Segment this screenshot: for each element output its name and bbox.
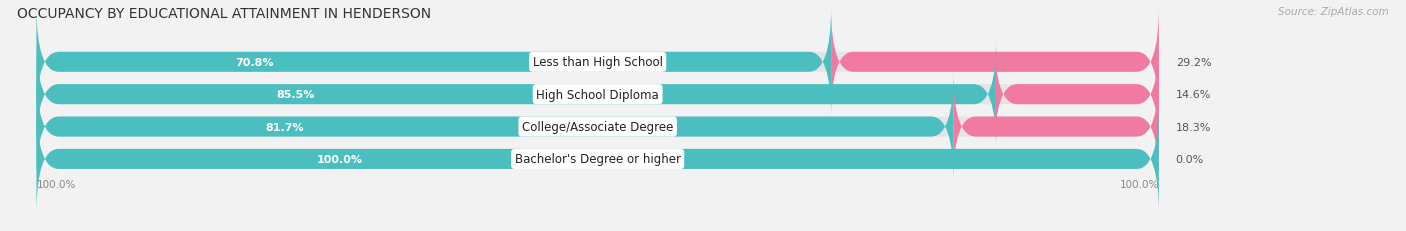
FancyBboxPatch shape <box>37 8 1159 117</box>
Text: College/Associate Degree: College/Associate Degree <box>522 121 673 134</box>
FancyBboxPatch shape <box>995 40 1159 149</box>
Text: OCCUPANCY BY EDUCATIONAL ATTAINMENT IN HENDERSON: OCCUPANCY BY EDUCATIONAL ATTAINMENT IN H… <box>17 7 432 21</box>
Text: 85.5%: 85.5% <box>277 90 315 100</box>
FancyBboxPatch shape <box>831 8 1159 117</box>
Text: Bachelor's Degree or higher: Bachelor's Degree or higher <box>515 153 681 166</box>
Text: Source: ZipAtlas.com: Source: ZipAtlas.com <box>1278 7 1389 17</box>
Text: 0.0%: 0.0% <box>1175 154 1204 164</box>
FancyBboxPatch shape <box>37 40 1159 149</box>
Text: 100.0%: 100.0% <box>1119 179 1159 189</box>
FancyBboxPatch shape <box>37 40 995 149</box>
Text: 100.0%: 100.0% <box>318 154 363 164</box>
Text: 100.0%: 100.0% <box>37 179 76 189</box>
FancyBboxPatch shape <box>37 73 1159 182</box>
Text: High School Diploma: High School Diploma <box>536 88 659 101</box>
Text: Less than High School: Less than High School <box>533 56 662 69</box>
Text: 81.7%: 81.7% <box>266 122 304 132</box>
Text: 14.6%: 14.6% <box>1175 90 1211 100</box>
FancyBboxPatch shape <box>37 8 831 117</box>
FancyBboxPatch shape <box>37 73 953 182</box>
Text: 18.3%: 18.3% <box>1175 122 1211 132</box>
FancyBboxPatch shape <box>953 73 1159 182</box>
FancyBboxPatch shape <box>37 105 1159 214</box>
FancyBboxPatch shape <box>37 105 1159 214</box>
Text: 29.2%: 29.2% <box>1175 58 1212 67</box>
Text: 70.8%: 70.8% <box>235 58 274 67</box>
